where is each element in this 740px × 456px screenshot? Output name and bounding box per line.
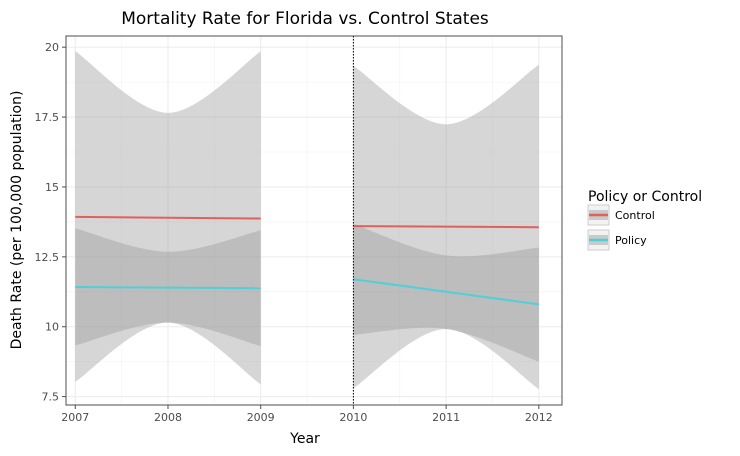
x-tick-label: 2010 (339, 411, 367, 424)
legend: Policy or Control Control Policy (587, 189, 702, 251)
plot-border (65, 35, 563, 406)
x-tick-label: 2011 (432, 411, 460, 424)
x-axis-title: Year (289, 431, 320, 447)
chart-title: Mortality Rate for Florida vs. Control S… (121, 9, 489, 29)
policy-trend-line (75, 286, 261, 290)
x-tick-label: 2007 (61, 411, 89, 424)
y-tick-label: 17.5 (35, 111, 60, 124)
control-trend-line (353, 225, 539, 229)
x-tick-label: 2009 (247, 411, 275, 424)
plot-panel (66, 36, 562, 405)
plot-area: 2007 2008 2009 2010 2011 2012 7.5 10 12.5 15 17.5 2… (35, 35, 563, 424)
y-tick-label: 20 (45, 41, 59, 54)
policy-trend-line (353, 278, 539, 306)
x-tick-label: 2012 (525, 411, 553, 424)
y-tick-label: 10 (45, 321, 59, 334)
y-tick-label: 15 (45, 181, 59, 194)
y-tick-label: 12.5 (35, 251, 60, 264)
x-tick-label: 2008 (154, 411, 182, 424)
legend-title: Policy or Control (588, 189, 702, 205)
legend-label-policy: Policy (615, 234, 647, 247)
control-trend-line (75, 215, 261, 220)
y-tick-label: 7.5 (42, 391, 60, 404)
y-axis-title: Death Rate (per 100,000 population) (9, 91, 25, 350)
legend-label-control: Control (615, 209, 655, 222)
